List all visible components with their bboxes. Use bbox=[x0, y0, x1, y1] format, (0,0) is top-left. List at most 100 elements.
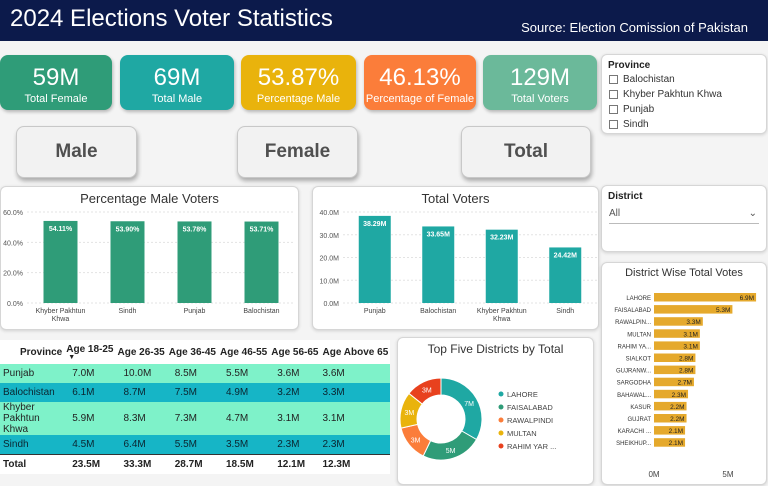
y-tick-label: SIALKOT bbox=[626, 357, 652, 363]
district-dropdown-value: All bbox=[609, 208, 621, 219]
y-tick-label: 60.0% bbox=[3, 210, 23, 217]
bar bbox=[422, 226, 455, 303]
data-label: 3M bbox=[422, 388, 432, 395]
table-cell: 33.3M bbox=[115, 453, 167, 474]
column-header[interactable]: Age 26-35 bbox=[115, 340, 167, 364]
data-label: 32.23M bbox=[490, 235, 514, 242]
table-cell: 18.5M bbox=[218, 453, 270, 474]
y-tick-label: KARACHI ... bbox=[618, 429, 652, 435]
bar bbox=[43, 220, 78, 303]
table-row[interactable]: Punjab 7.0M 10.0M 8.5M 5.5M 3.6M 3.6M bbox=[0, 364, 391, 383]
total-button[interactable]: Total bbox=[461, 126, 591, 178]
checkbox[interactable] bbox=[609, 120, 618, 129]
district-dropdown[interactable]: All ⌄ bbox=[609, 208, 759, 224]
table-cell: 3.1M bbox=[269, 402, 321, 435]
legend-label: FAISALABAD bbox=[507, 403, 553, 412]
sort-down-icon: ▼ bbox=[68, 354, 76, 361]
data-label: 3.1M bbox=[683, 343, 697, 350]
province-option-khyber-pakhtun-khwa[interactable]: Khyber Pakhtun Khwa bbox=[609, 89, 722, 100]
checkbox[interactable] bbox=[609, 105, 618, 114]
bar bbox=[654, 329, 700, 338]
table-cell: 12.3M bbox=[320, 453, 391, 474]
data-label: 2.2M bbox=[670, 416, 684, 423]
province-option-punjab[interactable]: Punjab bbox=[609, 104, 654, 115]
table-cell: 8.7M bbox=[115, 383, 167, 402]
table-cell: 3.3M bbox=[320, 383, 391, 402]
kpi-label: Total Voters bbox=[511, 93, 569, 105]
y-tick-label: LAHORE bbox=[626, 296, 651, 302]
data-label: 53.90% bbox=[116, 226, 141, 233]
x-tick-label: Punjab bbox=[184, 308, 206, 315]
data-label: 2.7M bbox=[677, 380, 691, 387]
x-tick-label: Balochistan bbox=[243, 308, 279, 315]
top-five-donut-chart: 7M 5M 3M 3M 3M LAHORE FAISALABAD RAWALPINDI MULT… bbox=[399, 377, 556, 461]
legend-label: LAHORE bbox=[507, 390, 538, 399]
column-header[interactable]: Age Above 65 bbox=[320, 340, 391, 364]
table-cell: 2.3M bbox=[269, 435, 321, 454]
province-option-balochistan[interactable]: Balochistan bbox=[609, 74, 675, 85]
province-option-label: Khyber Pakhtun Khwa bbox=[623, 89, 722, 100]
table-cell: 5.9M bbox=[64, 402, 116, 435]
male-button[interactable]: Male bbox=[16, 126, 137, 178]
province-option-label: Punjab bbox=[623, 104, 655, 115]
table-cell: 7.3M bbox=[166, 402, 218, 435]
bar bbox=[654, 377, 694, 387]
kpi-label: Total Male bbox=[151, 93, 203, 105]
female-button[interactable]: Female bbox=[237, 126, 358, 178]
x-tick-label: 0M bbox=[648, 470, 659, 479]
table-row[interactable]: Balochistan 6.1M 8.7M 7.5M 4.9M 3.2M 3.3… bbox=[0, 383, 391, 402]
district-wise-chart: LAHORE 6.9M FAISALABAD 5.3M RAWALPIN... 3.3M M… bbox=[614, 293, 757, 479]
x-tick-label: Khyber Pakhtun bbox=[36, 308, 86, 315]
legend-marker bbox=[498, 391, 504, 397]
column-header[interactable]: Age 18-25 ▼ bbox=[64, 340, 116, 364]
chart-title: Total Voters bbox=[421, 191, 490, 206]
table-cell: 3.6M bbox=[320, 364, 391, 383]
kpi-label: Percentage Male bbox=[256, 93, 341, 105]
column-header[interactable]: Age 46-55 bbox=[218, 340, 270, 364]
data-label: 53.71% bbox=[250, 227, 275, 234]
kpi-value: 46.13% bbox=[379, 64, 461, 91]
column-header[interactable]: Age 56-65 bbox=[269, 340, 321, 364]
province-slicer: Province Balochistan Khyber Pakhtun Khwa… bbox=[601, 54, 767, 134]
table-row[interactable]: Sindh 4.5M 6.4M 5.5M 3.5M 2.3M 2.3M bbox=[0, 435, 391, 454]
legend-label: MULTAN bbox=[507, 429, 537, 438]
data-label: 7M bbox=[464, 401, 474, 408]
chart-title: District Wise Total Votes bbox=[625, 267, 743, 279]
table-cell: 23.5M bbox=[64, 453, 116, 474]
table-cell: 5.5M bbox=[166, 435, 218, 454]
table-cell: 8.5M bbox=[166, 364, 218, 383]
table-row[interactable]: Khyber Pakhtun Khwa 5.9M 8.3M 7.3M 4.7M … bbox=[0, 402, 391, 435]
data-label: 3M bbox=[404, 410, 414, 417]
table-cell: Khyber Pakhtun Khwa bbox=[0, 402, 65, 435]
table-cell: 2.3M bbox=[320, 435, 391, 454]
table-header-row: Province Age 18-25 ▼ Age 26-35 Age 36-45 … bbox=[0, 340, 391, 364]
bar bbox=[654, 353, 696, 362]
x-tick-label: 5M bbox=[722, 470, 733, 479]
data-label: 5.3M bbox=[716, 307, 730, 314]
kpi-label: Total Female bbox=[24, 93, 88, 105]
province-option-label: Sindh bbox=[623, 119, 649, 130]
kpi-card-percentage-female: 46.13% Percentage of Female bbox=[364, 55, 476, 110]
table-cell: Punjab bbox=[0, 364, 65, 383]
checkbox[interactable] bbox=[609, 75, 618, 84]
data-label: 2.3M bbox=[672, 392, 686, 399]
data-label: 3.3M bbox=[686, 319, 700, 326]
top-five-districts-panel: Top Five Districts by Total 7M 5M 3M 3M 3M LA… bbox=[397, 337, 594, 485]
x-tick-label: Sindh bbox=[556, 308, 574, 315]
province-option-sindh[interactable]: Sindh bbox=[609, 119, 649, 130]
table-cell: 4.5M bbox=[64, 435, 116, 454]
data-label: 3.1M bbox=[683, 331, 697, 338]
data-label: 33.65M bbox=[427, 231, 451, 238]
y-tick-label: GUJRANW... bbox=[616, 369, 651, 375]
column-header-label: Age 18-25 bbox=[66, 344, 114, 355]
table-cell: 3.1M bbox=[320, 402, 391, 435]
column-header[interactable]: Age 36-45 bbox=[166, 340, 218, 364]
bar bbox=[654, 414, 687, 423]
y-tick-label: BAHAWAL... bbox=[617, 393, 651, 399]
checkbox[interactable] bbox=[609, 90, 618, 99]
table-cell: 7.5M bbox=[166, 383, 218, 402]
column-header[interactable]: Province bbox=[0, 340, 65, 364]
y-tick-label: FAISALABAD bbox=[614, 308, 651, 314]
kpi-value: 129M bbox=[509, 64, 571, 91]
data-label: 2.8M bbox=[679, 368, 693, 375]
